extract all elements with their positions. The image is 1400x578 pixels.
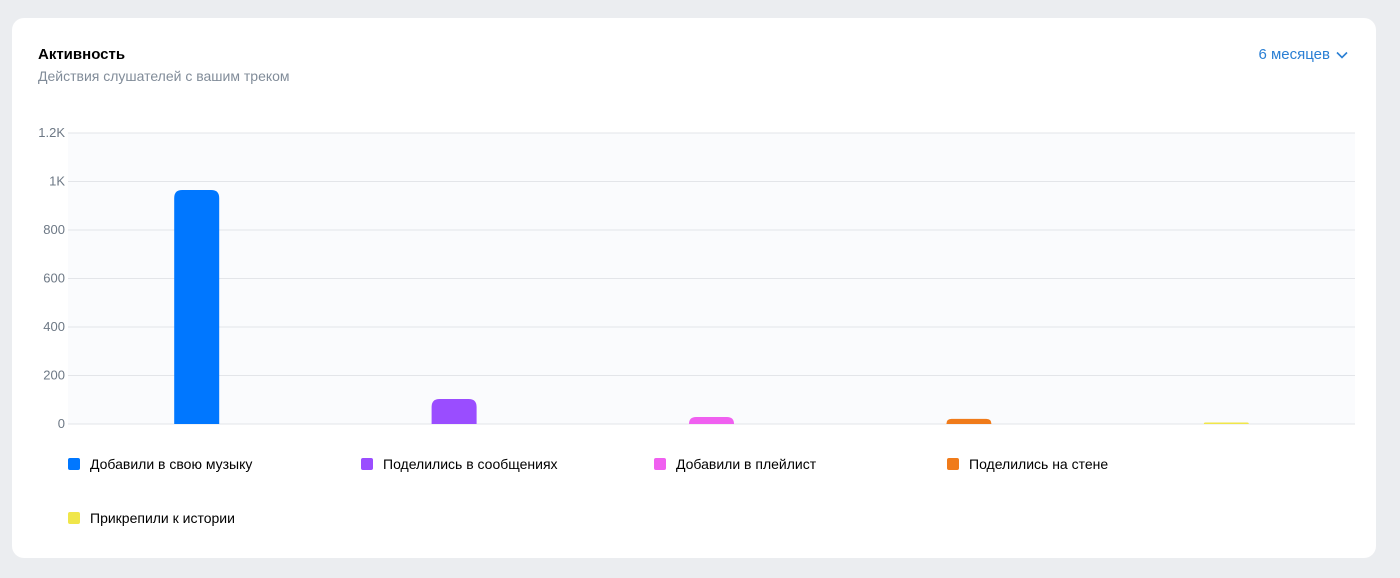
legend-swatch	[361, 458, 373, 470]
period-label: 6 месяцев	[1258, 46, 1330, 63]
bar	[946, 418, 992, 424]
legend-label: Поделились в сообщениях	[383, 456, 558, 472]
y-tick-label: 800	[43, 222, 65, 237]
card-subtitle: Действия слушателей с вашим треком	[38, 68, 290, 84]
card-title: Активность	[38, 46, 126, 63]
bar	[1203, 422, 1249, 424]
y-tick-label: 1K	[49, 174, 65, 189]
chevron-down-icon	[1336, 51, 1348, 59]
y-tick-label: 200	[43, 368, 65, 383]
legend-label: Добавили в свою музыку	[90, 456, 253, 472]
legend-item[interactable]: Прикрепили к истории	[68, 510, 235, 526]
bar	[431, 399, 477, 424]
y-tick-label: 600	[43, 271, 65, 286]
legend-label: Добавили в плейлист	[676, 456, 817, 472]
legend-label: Поделились на стене	[969, 456, 1109, 472]
legend-item[interactable]: Поделились на стене	[947, 456, 1108, 472]
legend-swatch	[68, 512, 80, 524]
bar	[689, 416, 734, 424]
legend-item[interactable]: Добавили в свою музыку	[68, 456, 252, 472]
legend-label: Прикрепили к истории	[90, 510, 235, 526]
y-tick-label: 400	[43, 319, 65, 334]
legend-item[interactable]: Поделились в сообщениях	[361, 456, 558, 472]
legend-swatch	[947, 458, 959, 470]
y-tick-label: 0	[58, 416, 65, 431]
legend-swatch	[654, 458, 666, 470]
bar	[174, 189, 220, 424]
legend-swatch	[68, 458, 80, 470]
legend-item[interactable]: Добавили в плейлист	[654, 456, 816, 472]
y-tick-label: 1.2K	[38, 125, 65, 140]
period-dropdown[interactable]: 6 месяцев	[1258, 46, 1348, 63]
